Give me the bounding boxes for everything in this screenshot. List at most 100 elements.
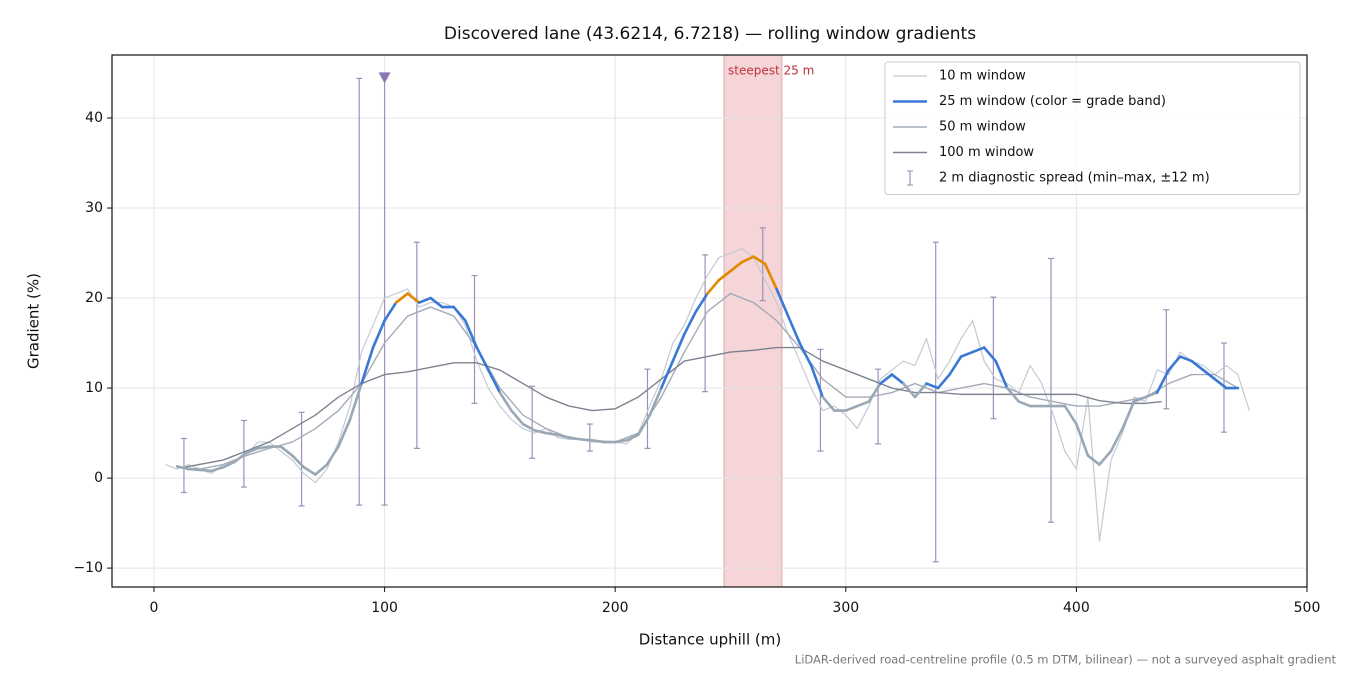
line	[165, 247, 1250, 542]
line-segment	[1017, 400, 1032, 408]
line-segment	[371, 319, 386, 349]
line-segment	[636, 413, 652, 437]
line-segment	[740, 255, 755, 264]
footnote: LiDAR-derived road-centreline profile (0…	[795, 653, 1337, 667]
error-bar	[1163, 309, 1170, 410]
x-tick-label: 200	[602, 600, 629, 616]
line-segment	[1063, 404, 1078, 426]
line-segment	[890, 373, 905, 385]
line-segment	[994, 359, 1009, 390]
line-segment	[567, 436, 582, 441]
line-segment	[786, 314, 801, 345]
line-segment	[325, 445, 340, 466]
x-tick-label: 100	[371, 600, 398, 616]
error-bar	[702, 254, 709, 393]
x-tick-label: 400	[1063, 600, 1090, 616]
axes-frame	[111, 54, 1308, 588]
line-segment	[694, 292, 709, 313]
line-segment	[1178, 355, 1193, 363]
x-tick-label: 300	[832, 600, 859, 616]
line-segment	[187, 467, 202, 472]
line-segment	[982, 346, 997, 363]
legend-label: 100 m window	[939, 145, 1034, 160]
line-segment	[1155, 368, 1170, 394]
line-segment	[463, 319, 479, 349]
line-segment	[556, 433, 571, 439]
y-tick-label: 20	[85, 290, 103, 306]
error-bar	[413, 241, 420, 449]
error-bar	[644, 368, 651, 449]
error-bar	[180, 437, 187, 494]
line-segment	[406, 292, 421, 304]
error-bar	[875, 368, 882, 445]
line-segment	[1190, 359, 1205, 372]
line-segment	[752, 255, 767, 266]
error-bar	[1048, 257, 1055, 523]
y-tick-label: 40	[85, 110, 103, 126]
line-segment	[487, 368, 502, 394]
line-segment	[244, 447, 260, 455]
error-bar	[586, 423, 593, 452]
y-tick-label: 0	[94, 470, 103, 486]
line-segment	[763, 262, 778, 291]
error-bar	[356, 77, 363, 506]
error-bar	[529, 385, 536, 459]
line-segment	[579, 438, 594, 442]
line-segment	[913, 382, 928, 399]
y-axis-label: Gradient (%)	[25, 273, 43, 369]
line-segment	[706, 278, 721, 295]
line-segment	[948, 355, 963, 376]
line-segment	[417, 296, 432, 304]
line-segment	[1213, 377, 1228, 390]
y-tick-label: 10	[85, 380, 103, 396]
chart-title: Discovered lane (43.6214, 6.7218) — roll…	[444, 24, 976, 44]
line-segment	[879, 373, 894, 385]
line-segment	[648, 386, 663, 417]
line-segment	[660, 359, 675, 390]
line-segment	[233, 451, 248, 464]
line-segment	[717, 269, 732, 282]
line-segment	[198, 468, 213, 473]
x-axis-label: Distance uphill (m)	[639, 631, 781, 649]
line-segment	[175, 465, 190, 471]
line-segment	[360, 346, 375, 385]
line-segment	[1109, 427, 1124, 453]
line-segment	[798, 341, 813, 367]
line-segment	[1086, 454, 1101, 466]
line-segment	[1075, 422, 1090, 457]
flag-marker	[378, 72, 391, 84]
legend-label: 25 m window (color = grade band)	[939, 94, 1166, 109]
plot-area	[112, 55, 1307, 587]
line-segment	[337, 418, 352, 448]
x-tick-label: 0	[150, 600, 159, 616]
line-segment	[210, 465, 225, 473]
line-segment	[521, 422, 536, 432]
line-segment	[959, 350, 974, 358]
line-segment	[452, 305, 467, 322]
line-segment	[1098, 449, 1113, 466]
line-segment	[590, 438, 605, 444]
highlight-label: steepest 25 m	[728, 64, 814, 78]
line-segment	[729, 260, 744, 273]
line-segment	[302, 465, 317, 476]
line-segment	[279, 445, 294, 457]
line-segment	[394, 292, 409, 304]
line-segment	[613, 438, 629, 444]
line-segment	[925, 382, 940, 390]
legend-box	[884, 61, 1301, 195]
line-segment	[533, 429, 548, 435]
line-segment	[902, 382, 917, 399]
legend-label: 50 m window	[939, 120, 1026, 135]
line-segment	[221, 460, 236, 469]
legend-label: 2 m diagnostic spread (min–max, ±12 m)	[939, 171, 1210, 186]
line-segment	[1005, 386, 1021, 403]
line	[176, 292, 1239, 470]
line-segment	[936, 373, 951, 390]
line-segment	[291, 454, 306, 469]
line-segment	[498, 391, 513, 412]
line-segment	[809, 364, 825, 399]
line-segment	[544, 431, 559, 437]
error-bar	[817, 348, 824, 452]
line-segment	[821, 395, 836, 412]
